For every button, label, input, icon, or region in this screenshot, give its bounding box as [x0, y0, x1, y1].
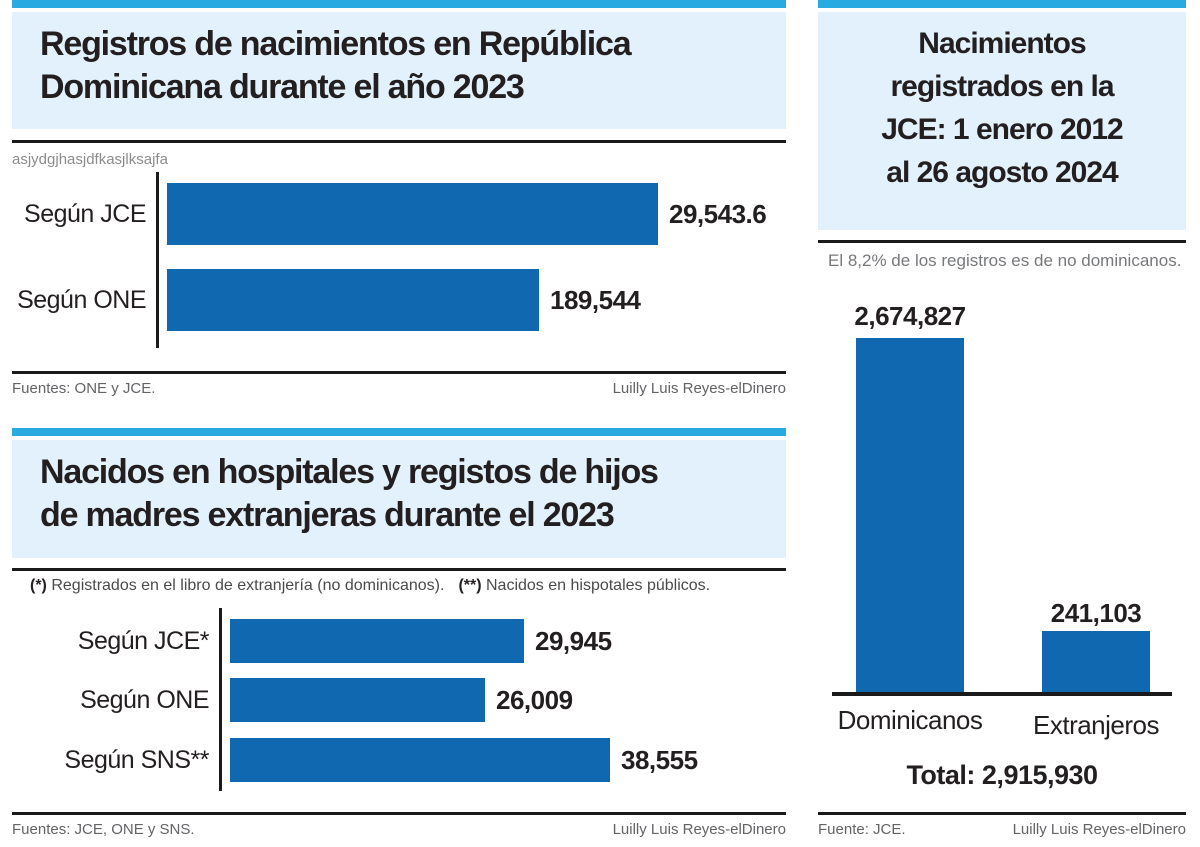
panel3-title-line4: al 26 agosto 2024 — [886, 156, 1118, 189]
panel3-credit: Luilly Luis Reyes-elDinero — [1012, 821, 1186, 838]
panel2-bar-jce — [230, 619, 524, 663]
panel2-bar-label-jce: Según JCE* — [77, 626, 210, 655]
panel3-value-dominicanos: 2,674,827 — [854, 301, 966, 331]
panel1-bar-row-jce: Según JCE 29,543.6 — [0, 183, 767, 245]
panel2-source: Fuentes: JCE, ONE y SNS. — [12, 821, 195, 838]
panel1-title-line1: Registros de nacimientos en República — [40, 25, 632, 63]
panel1-footer: Fuentes: ONE y JCE. Luilly Luis Reyes-el… — [12, 380, 786, 397]
panel1-footer-rule — [12, 371, 786, 374]
panel3-category-extranjeros: Extranjeros — [1033, 710, 1160, 740]
panel1-bar-value-jce: 29,543.6 — [669, 198, 767, 229]
panel1-bar-value-one: 189,544 — [550, 284, 641, 315]
panel3-title-line2: registrados en la — [890, 70, 1114, 103]
panel2-footnote-star1: (*) — [30, 577, 47, 594]
panel2-title-box: Nacidos en hospitales y registos de hijo… — [12, 440, 786, 558]
panel3-bar-extranjeros — [1042, 631, 1150, 693]
panel1-accent-strip — [12, 0, 786, 8]
panel1-title-rule — [12, 140, 786, 143]
panel3-title-line3: JCE: 1 enero 2012 — [881, 113, 1123, 146]
panel3-accent-strip — [818, 0, 1186, 8]
panel2-title-rule — [12, 568, 786, 571]
panel2-bar-row-jce: Según JCE* 29,945 — [0, 619, 612, 663]
panel1-subtitle-note: asjydgjhasjdfkasjlksajfa — [12, 151, 168, 168]
panel3-footer: Fuente: JCE. Luilly Luis Reyes-elDinero — [818, 821, 1186, 838]
panel2-footnote-star2: (**) — [458, 577, 482, 594]
panel2-title: Nacidos en hospitales y registos de hijo… — [12, 440, 786, 537]
panel1-chart-axis — [156, 172, 159, 348]
panel1-source: Fuentes: ONE y JCE. — [12, 380, 156, 397]
panel2-footer-rule — [12, 812, 786, 815]
panel2-bar-row-sns: Según SNS** 38,555 — [0, 738, 698, 782]
panel3-footer-rule — [818, 812, 1186, 815]
panel3-chart-axis — [832, 692, 1172, 696]
panel2-footnote-text2: Nacidos en hispotales públicos. — [481, 577, 711, 594]
panel3-title-box: Nacimientos registrados en la JCE: 1 ene… — [818, 12, 1186, 230]
panel2-bar-one — [230, 678, 485, 722]
panel2-bar-value-jce: 29,945 — [535, 625, 612, 656]
panel3-bar-dominicanos — [856, 338, 964, 693]
panel3-title-rule — [818, 240, 1186, 243]
panel2-credit: Luilly Luis Reyes-elDinero — [612, 821, 786, 838]
panel2-accent-strip — [12, 428, 786, 436]
panel2-bar-sns — [230, 738, 610, 782]
panel1-title: Registros de nacimientos en República Do… — [12, 12, 786, 109]
panel2-footnote: (*) Registrados en el libro de extranjer… — [30, 577, 710, 595]
panel2-footnote-text1: Registrados en el libro de extranjería (… — [46, 577, 445, 594]
panel2-bar-value-sns: 38,555 — [621, 744, 698, 775]
panel3-category-dominicanos: Dominicanos — [837, 705, 983, 735]
panel1-credit: Luilly Luis Reyes-elDinero — [612, 380, 786, 397]
panel2-chart-axis — [219, 608, 222, 791]
panel3-total: Total: 2,915,930 — [906, 760, 1098, 790]
panel3-note: El 8,2% de los registros es de no domini… — [828, 251, 1182, 270]
panel1-bar-label-one: Según ONE — [17, 285, 146, 314]
panel2-bar-label-one: Según ONE — [80, 685, 209, 714]
panel1-bar-jce — [167, 183, 658, 245]
panel3-title: Nacimientos registrados en la JCE: 1 ene… — [818, 12, 1186, 194]
panel1-title-box: Registros de nacimientos en República Do… — [12, 12, 786, 129]
panel2-footer: Fuentes: JCE, ONE y SNS. Luilly Luis Rey… — [12, 821, 786, 838]
panel2-bar-row-one: Según ONE 26,009 — [0, 678, 573, 722]
panel3-value-extranjeros: 241,103 — [1050, 598, 1142, 628]
panel2-title-line1: Nacidos en hospitales y registos de hijo… — [40, 453, 659, 491]
panel1-bar-label-jce: Según JCE — [24, 199, 146, 228]
panel3-source: Fuente: JCE. — [818, 821, 906, 838]
panel2-bar-value-one: 26,009 — [496, 684, 573, 715]
panel3-title-line1: Nacimientos — [918, 27, 1086, 60]
panel2-title-line2: de madres extranjeras durante el 2023 — [40, 496, 615, 534]
panel2-bar-label-sns: Según SNS** — [64, 745, 209, 774]
panel1-bar-one — [167, 269, 539, 331]
panel1-title-line2: Dominicana durante el año 2023 — [40, 68, 525, 106]
panel1-bar-row-one: Según ONE 189,544 — [0, 269, 641, 331]
